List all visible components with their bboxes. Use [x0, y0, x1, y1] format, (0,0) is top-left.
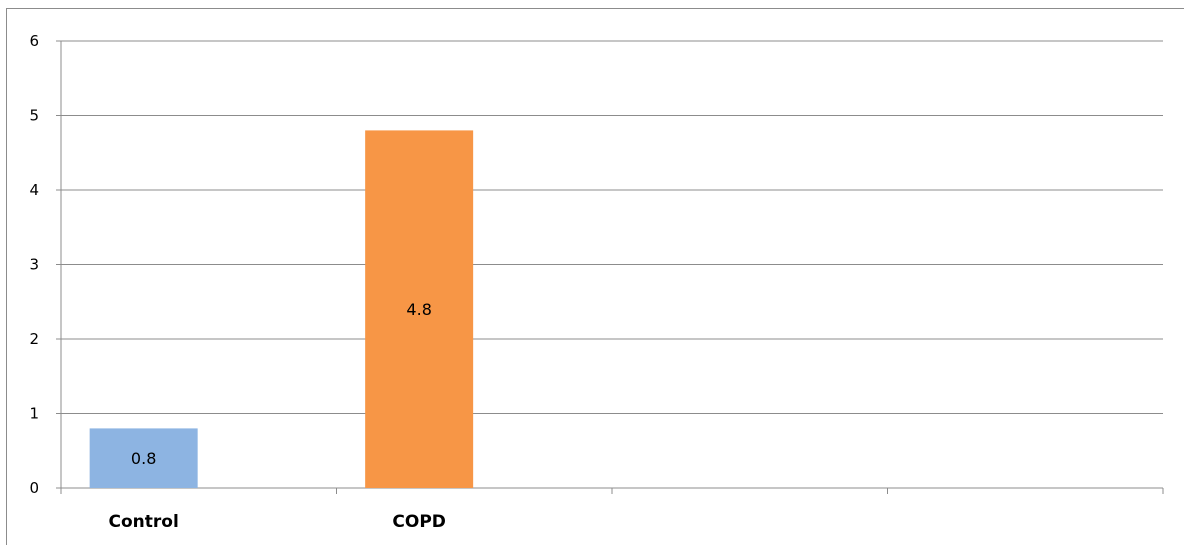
- bar-control: [89, 428, 198, 488]
- y-tick-label: 1: [29, 405, 39, 423]
- x-category-label: Control: [109, 512, 179, 532]
- y-tick-label: 2: [29, 330, 39, 348]
- y-tick-label: 3: [29, 256, 39, 274]
- data-label-control: 0.8: [131, 449, 156, 468]
- y-tick-label: 4: [29, 181, 39, 199]
- y-tick-label: 6: [29, 32, 39, 50]
- bar-copd: [365, 130, 474, 488]
- x-category-label: COPD: [392, 512, 446, 532]
- labels: 0 1 2 3 4 5 6 0.8 Control 4.8 COPD: [29, 32, 445, 532]
- bars: [89, 130, 474, 488]
- y-tick-label: 5: [29, 107, 39, 125]
- chart-frame: [6, 8, 1184, 545]
- axes: [56, 40, 1164, 494]
- data-label-copd: 4.8: [406, 300, 431, 319]
- gridlines: [61, 40, 1163, 414]
- y-tick-label: 0: [29, 479, 39, 497]
